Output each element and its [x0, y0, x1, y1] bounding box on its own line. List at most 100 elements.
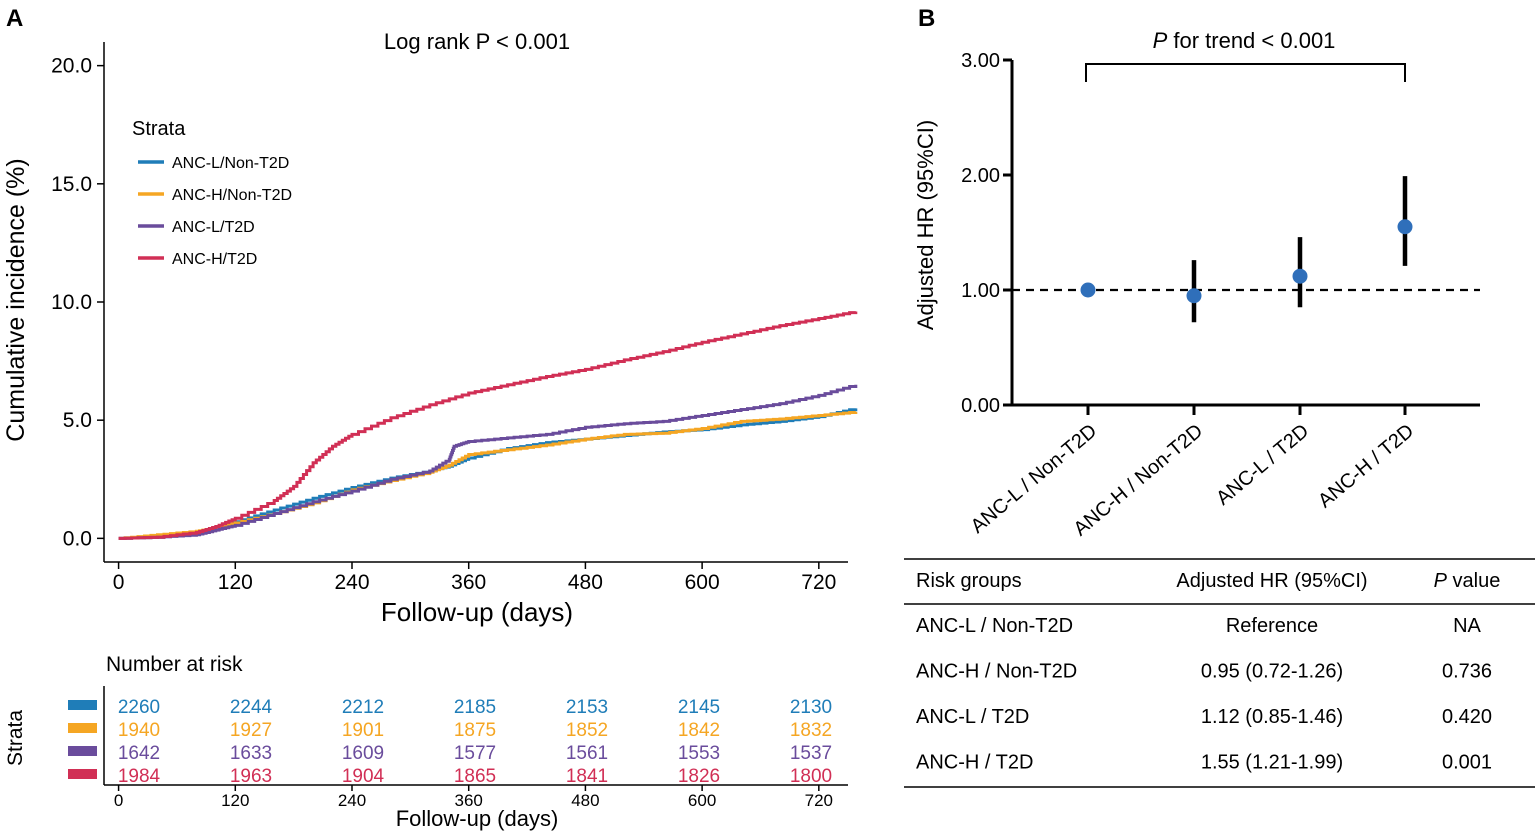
km-x-tick-label: 240	[334, 571, 369, 594]
table-cell-group: ANC-H / T2D	[916, 752, 1033, 774]
risk-cell: 2130	[790, 697, 832, 718]
hr-y-tick-label: 3.00	[961, 50, 1000, 72]
km-x-tick-label: 0	[113, 571, 125, 594]
risk-cell: 1577	[454, 743, 496, 764]
km-x-axis-title: Follow-up (days)	[381, 597, 573, 627]
risk-cell: 1904	[342, 766, 385, 787]
table-header-group: Risk groups	[916, 570, 1022, 592]
risk-cell: 1940	[118, 720, 160, 741]
risk-row-swatch	[68, 769, 97, 779]
risk-cell: 1984	[118, 766, 161, 787]
risk-cell: 1832	[790, 720, 832, 741]
risk-row-swatch	[68, 700, 97, 710]
hr-y-tick-label: 0.00	[961, 395, 1000, 417]
risk-cell: 1553	[678, 743, 720, 764]
legend-label: ANC-L/T2D	[172, 219, 255, 236]
risk-cell: 1875	[454, 720, 496, 741]
risk-cell: 1852	[566, 720, 608, 741]
hr-table-rows: ANC-L / Non-T2D Reference NA ANC-H / Non-T2…	[916, 615, 1492, 774]
risk-table-title: Number at risk	[106, 653, 243, 676]
risk-cell: 1927	[230, 720, 272, 741]
hr-y-tick-label: 1.00	[961, 280, 1000, 302]
table-cell-p: NA	[1453, 615, 1481, 637]
km-x-tick-label: 120	[218, 571, 253, 594]
risk-x-tick-label: 600	[688, 791, 716, 810]
trend-annotation: P for trend < 0.001	[1153, 28, 1336, 53]
risk-cell: 2244	[230, 697, 273, 718]
table-cell-p: 0.001	[1442, 752, 1492, 774]
risk-cell: 1561	[566, 743, 608, 764]
hr-x-tick-label: ANC-H / T2D	[1314, 420, 1418, 512]
panel-b-letter: B	[918, 5, 935, 32]
table-cell-hr: 0.95 (0.72-1.26)	[1201, 661, 1343, 683]
hr-point	[1080, 282, 1096, 298]
log-rank-annotation: Log rank P < 0.001	[384, 29, 570, 54]
table-cell-p: 0.736	[1442, 661, 1492, 683]
hr-point	[1397, 219, 1413, 235]
risk-cell: 2145	[678, 697, 720, 718]
risk-cell: 2212	[342, 697, 384, 718]
risk-cell: 1842	[678, 720, 720, 741]
legend-label: ANC-L/Non-T2D	[172, 155, 289, 172]
table-header-p: P value	[1434, 570, 1501, 592]
legend-label: ANC-H/T2D	[172, 251, 257, 268]
risk-x-tick-label: 0	[114, 791, 123, 810]
risk-cell: 1865	[454, 766, 496, 787]
km-series-line-4	[118, 311, 858, 540]
risk-cell: 2153	[566, 697, 608, 718]
risk-cell: 1642	[118, 743, 160, 764]
km-y-tick-label: 10.0	[51, 291, 92, 314]
table-cell-hr: 1.55 (1.21-1.99)	[1201, 752, 1343, 774]
hr-y-tick-label: 2.00	[961, 165, 1000, 187]
km-y-tick-labels: 0.0 5.0 10.0 15.0 20.0	[51, 55, 104, 550]
risk-row-swatch	[68, 723, 97, 733]
risk-cell: 1537	[790, 743, 832, 764]
km-y-tick-label: 20.0	[51, 55, 92, 78]
table-cell-group: ANC-H / Non-T2D	[916, 661, 1077, 683]
km-y-tick-label: 15.0	[51, 173, 92, 196]
panel-a-letter: A	[6, 5, 23, 32]
table-cell-hr: Reference	[1226, 615, 1318, 637]
table-cell-group: ANC-L / Non-T2D	[916, 615, 1073, 637]
km-x-tick-label: 360	[451, 571, 486, 594]
hr-x-tick-label: ANC-L / T2D	[1212, 420, 1313, 510]
risk-cell: 1841	[566, 766, 608, 787]
legend-label: ANC-H/Non-T2D	[172, 187, 292, 204]
risk-cell: 2185	[454, 697, 496, 718]
table-cell-group: ANC-L / T2D	[916, 706, 1029, 728]
risk-table-rows: 2260 2244 2212 2185 2153 2145 2130 1940 1927 1901…	[68, 697, 832, 787]
km-y-tick-label: 5.0	[63, 409, 92, 432]
hr-y-tick-labels: 0.00 1.00 2.00 3.00	[961, 50, 1012, 417]
km-x-tick-label: 480	[568, 571, 603, 594]
km-x-tick-labels: 0 120 240 360 480 600 720	[113, 562, 836, 594]
km-curves	[118, 311, 858, 540]
km-x-tick-label: 720	[801, 571, 836, 594]
risk-cell: 1901	[342, 720, 384, 741]
km-series-line-3	[118, 384, 858, 540]
table-cell-hr: 1.12 (0.85-1.46)	[1201, 706, 1343, 728]
hr-point	[1292, 268, 1308, 284]
km-series-line-1	[118, 408, 858, 540]
risk-row-swatch	[68, 746, 97, 756]
risk-x-tick-label: 720	[805, 791, 833, 810]
risk-x-tick-label: 120	[221, 791, 249, 810]
risk-cell: 1633	[230, 743, 272, 764]
trend-bracket	[1085, 63, 1406, 82]
km-legend: ANC-L/Non-T2D ANC-H/Non-T2D ANC-L/T2D ANC-H…	[138, 155, 292, 268]
risk-x-tick-label: 240	[338, 791, 366, 810]
legend-title: Strata	[132, 118, 186, 140]
risk-table-ylabel: Strata	[4, 710, 27, 766]
risk-cell: 1826	[678, 766, 720, 787]
hr-points	[1080, 176, 1413, 323]
hr-y-axis-title: Adjusted HR (95%CI)	[913, 120, 938, 330]
risk-x-tick-label: 360	[455, 791, 483, 810]
risk-cell: 1963	[230, 766, 272, 787]
risk-table-x-ticks: 0 120 240 360 480 600 720	[114, 785, 833, 810]
km-y-axis-title: Cumulative incidence (%)	[2, 158, 30, 441]
risk-cell: 2260	[118, 697, 160, 718]
km-series-line-2	[118, 411, 858, 540]
table-header-hr: Adjusted HR (95%CI)	[1176, 570, 1367, 592]
risk-cell: 1800	[790, 766, 832, 787]
